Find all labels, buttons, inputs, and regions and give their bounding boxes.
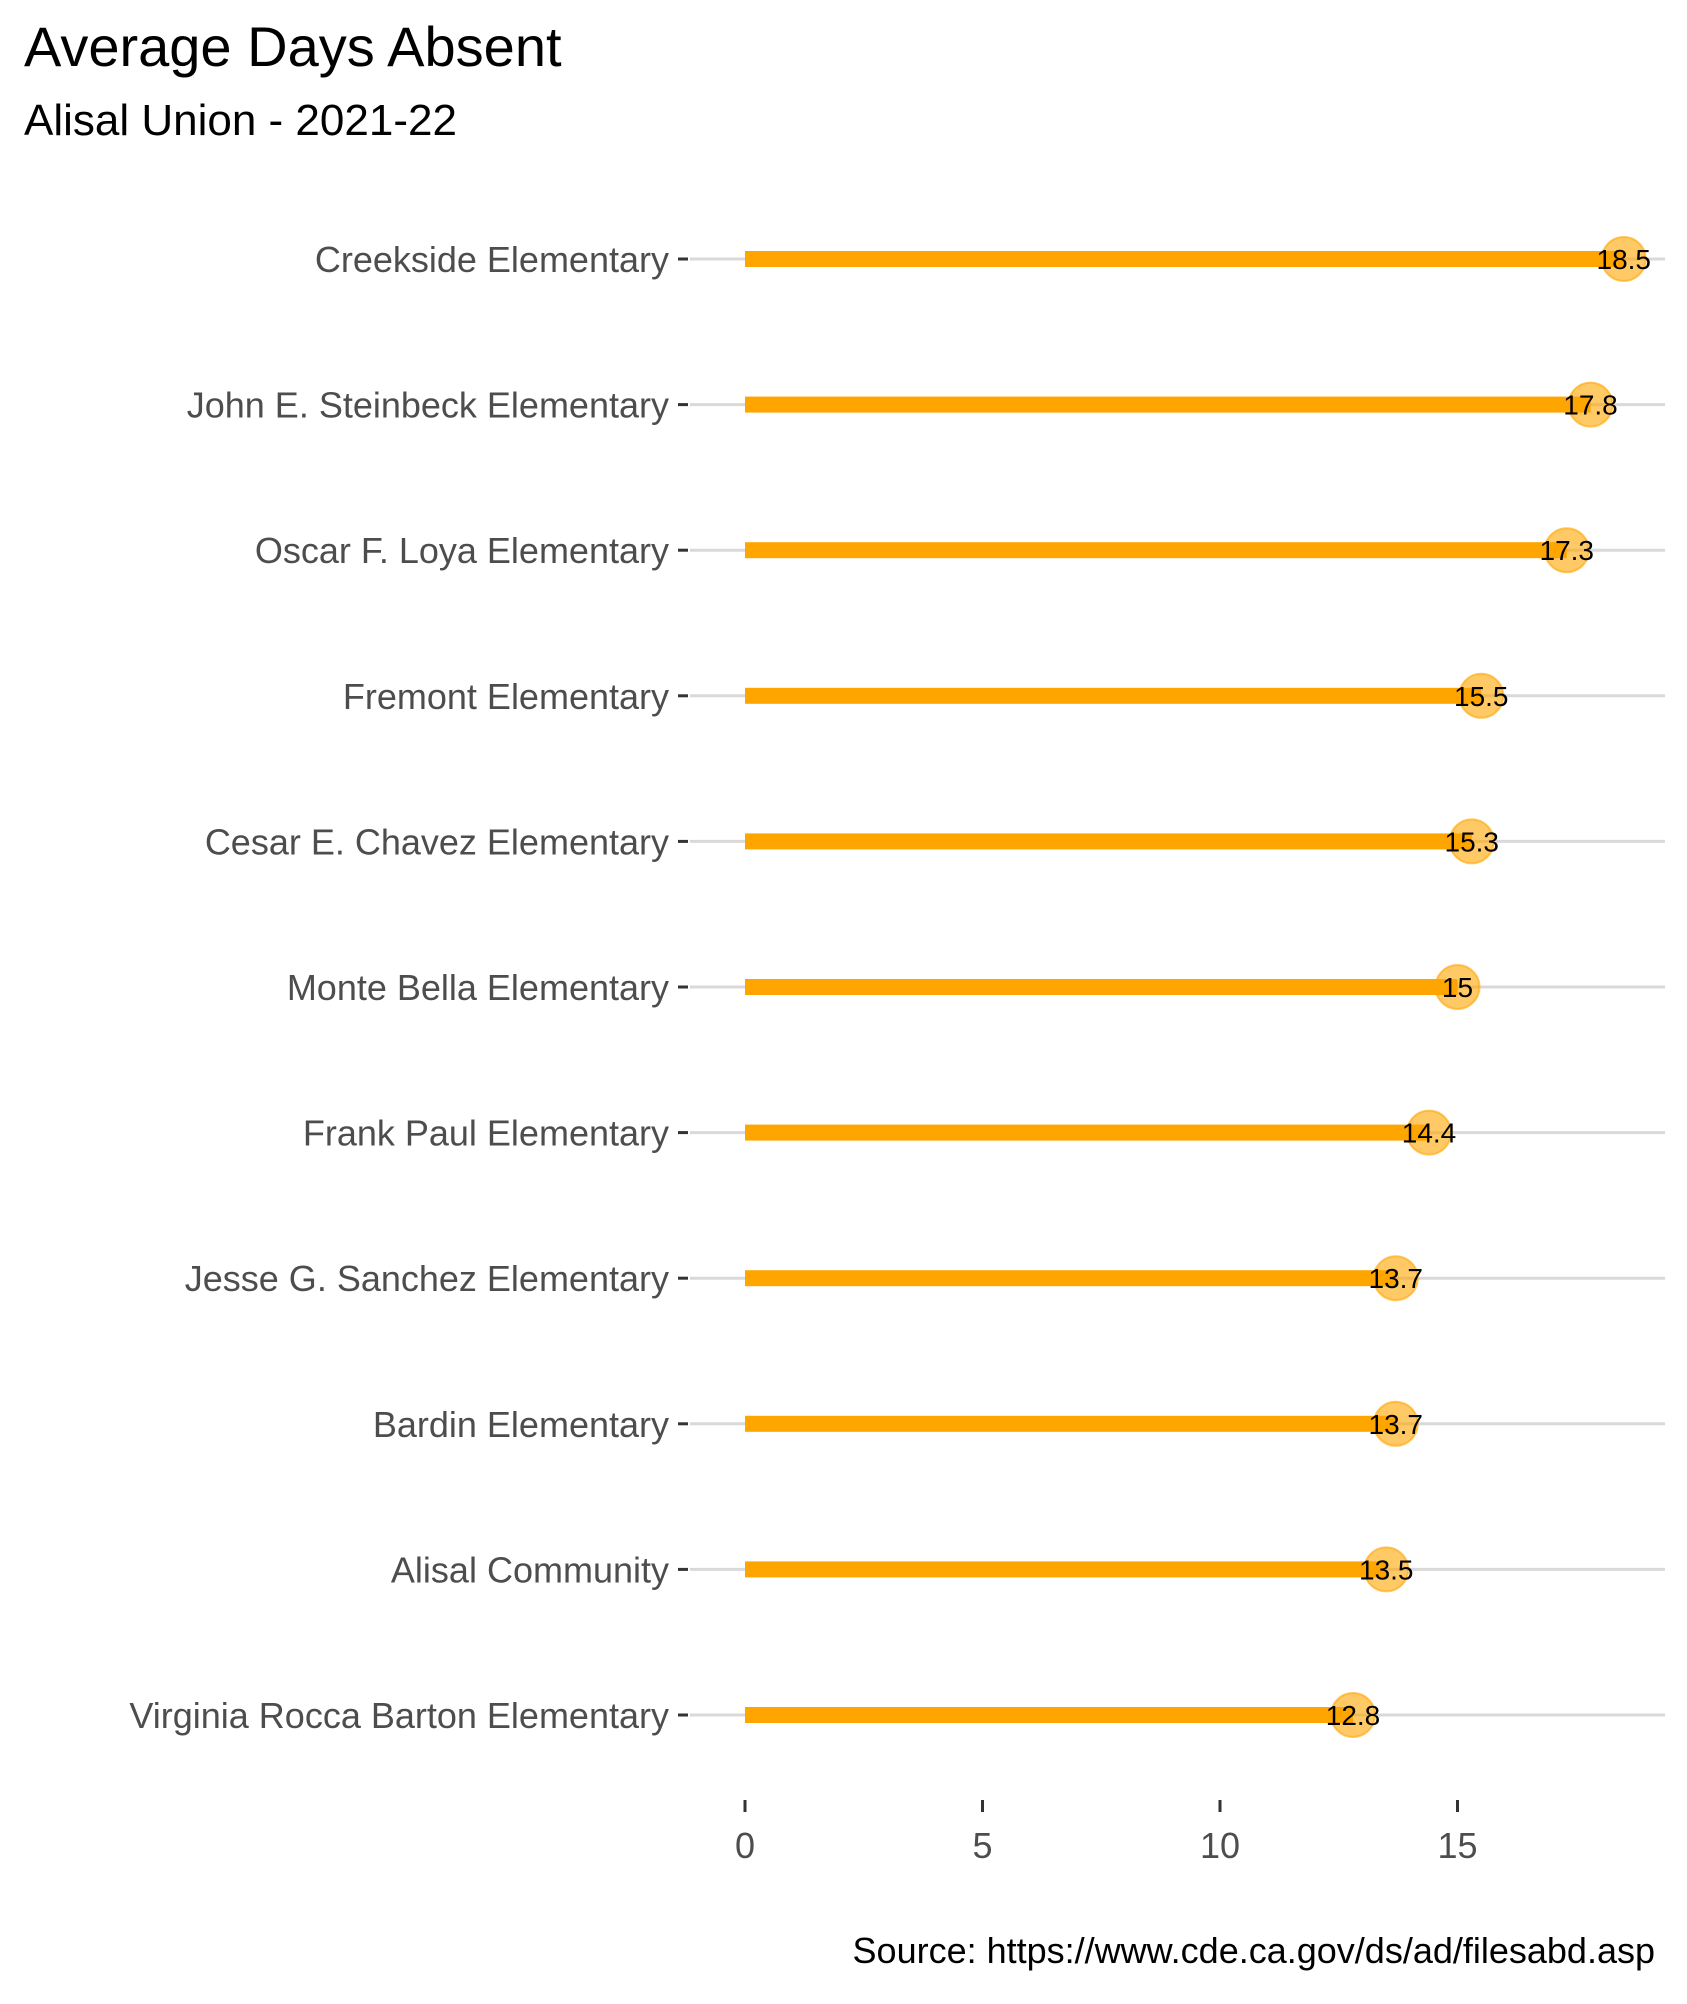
x-tick-label: 5	[972, 1825, 992, 1866]
data-point	[1434, 964, 1481, 1010]
y-tick-label: Monte Bella Elementary	[287, 967, 669, 1008]
value-labels: 18.5 17.8 17.3 15.5 15.3 15 14.4 13.7 13.7 13.5 12…	[1326, 244, 1651, 1731]
bar	[745, 251, 1624, 267]
bar	[745, 396, 1591, 413]
data-point	[1363, 1546, 1410, 1593]
data-point	[1543, 527, 1590, 574]
value-label: 13.7	[1369, 1409, 1424, 1440]
bar	[745, 687, 1482, 704]
data-point	[1372, 1400, 1419, 1447]
value-label: 13.5	[1359, 1554, 1414, 1585]
data-point	[1567, 381, 1614, 428]
data-point	[1458, 672, 1505, 719]
data-point	[1330, 1692, 1376, 1738]
y-tick-label: Creekside Elementary	[315, 239, 669, 280]
bar	[745, 1270, 1396, 1287]
data-point	[1600, 236, 1647, 282]
bar	[745, 1124, 1429, 1141]
bar	[745, 542, 1567, 559]
y-tick-label: Frank Paul Elementary	[303, 1113, 669, 1154]
data-point	[1406, 1109, 1452, 1156]
bar	[745, 1561, 1387, 1578]
bar	[745, 979, 1458, 995]
y-tick-label: Fremont Elementary	[343, 676, 669, 717]
bar	[745, 1707, 1353, 1723]
y-axis: Creekside Elementary John E. Steinbeck El…	[129, 239, 688, 1736]
x-tick-label: 10	[1200, 1825, 1240, 1866]
chart-title: Average Days Absent	[24, 15, 562, 78]
value-label: 17.3	[1540, 535, 1595, 566]
x-axis: 0 5 10 15	[735, 1800, 1478, 1866]
value-label: 15	[1442, 972, 1473, 1003]
data-point	[1372, 1255, 1419, 1302]
x-tick-label: 15	[1437, 1825, 1477, 1866]
bar	[745, 833, 1472, 850]
y-tick-label: Jesse G. Sanchez Elementary	[185, 1258, 669, 1299]
y-tick-label: Cesar E. Chavez Elementary	[205, 821, 669, 862]
x-tick-label: 0	[735, 1825, 755, 1866]
y-tick-label: John E. Steinbeck Elementary	[187, 385, 669, 426]
value-label: 14.4	[1402, 1118, 1457, 1149]
value-label: 15.5	[1454, 681, 1509, 712]
chart-subtitle: Alisal Union - 2021-22	[24, 96, 457, 145]
value-label: 13.7	[1369, 1263, 1424, 1294]
y-tick-label: Bardin Elementary	[373, 1404, 669, 1445]
y-tick-label: Oscar F. Loya Elementary	[255, 530, 669, 571]
bars	[745, 251, 1624, 1723]
chart-caption: Source: https://www.cde.ca.gov/ds/ad/fil…	[852, 1930, 1655, 1971]
value-label: 17.8	[1563, 390, 1618, 421]
y-tick-label: Alisal Community	[391, 1549, 669, 1590]
data-point	[1448, 818, 1495, 865]
value-label: 12.8	[1326, 1700, 1381, 1731]
bar	[745, 1415, 1396, 1432]
y-tick-label: Virginia Rocca Barton Elementary	[129, 1695, 669, 1736]
value-label: 15.3	[1445, 826, 1500, 857]
points	[1330, 236, 1647, 1738]
value-label: 18.5	[1597, 244, 1652, 275]
